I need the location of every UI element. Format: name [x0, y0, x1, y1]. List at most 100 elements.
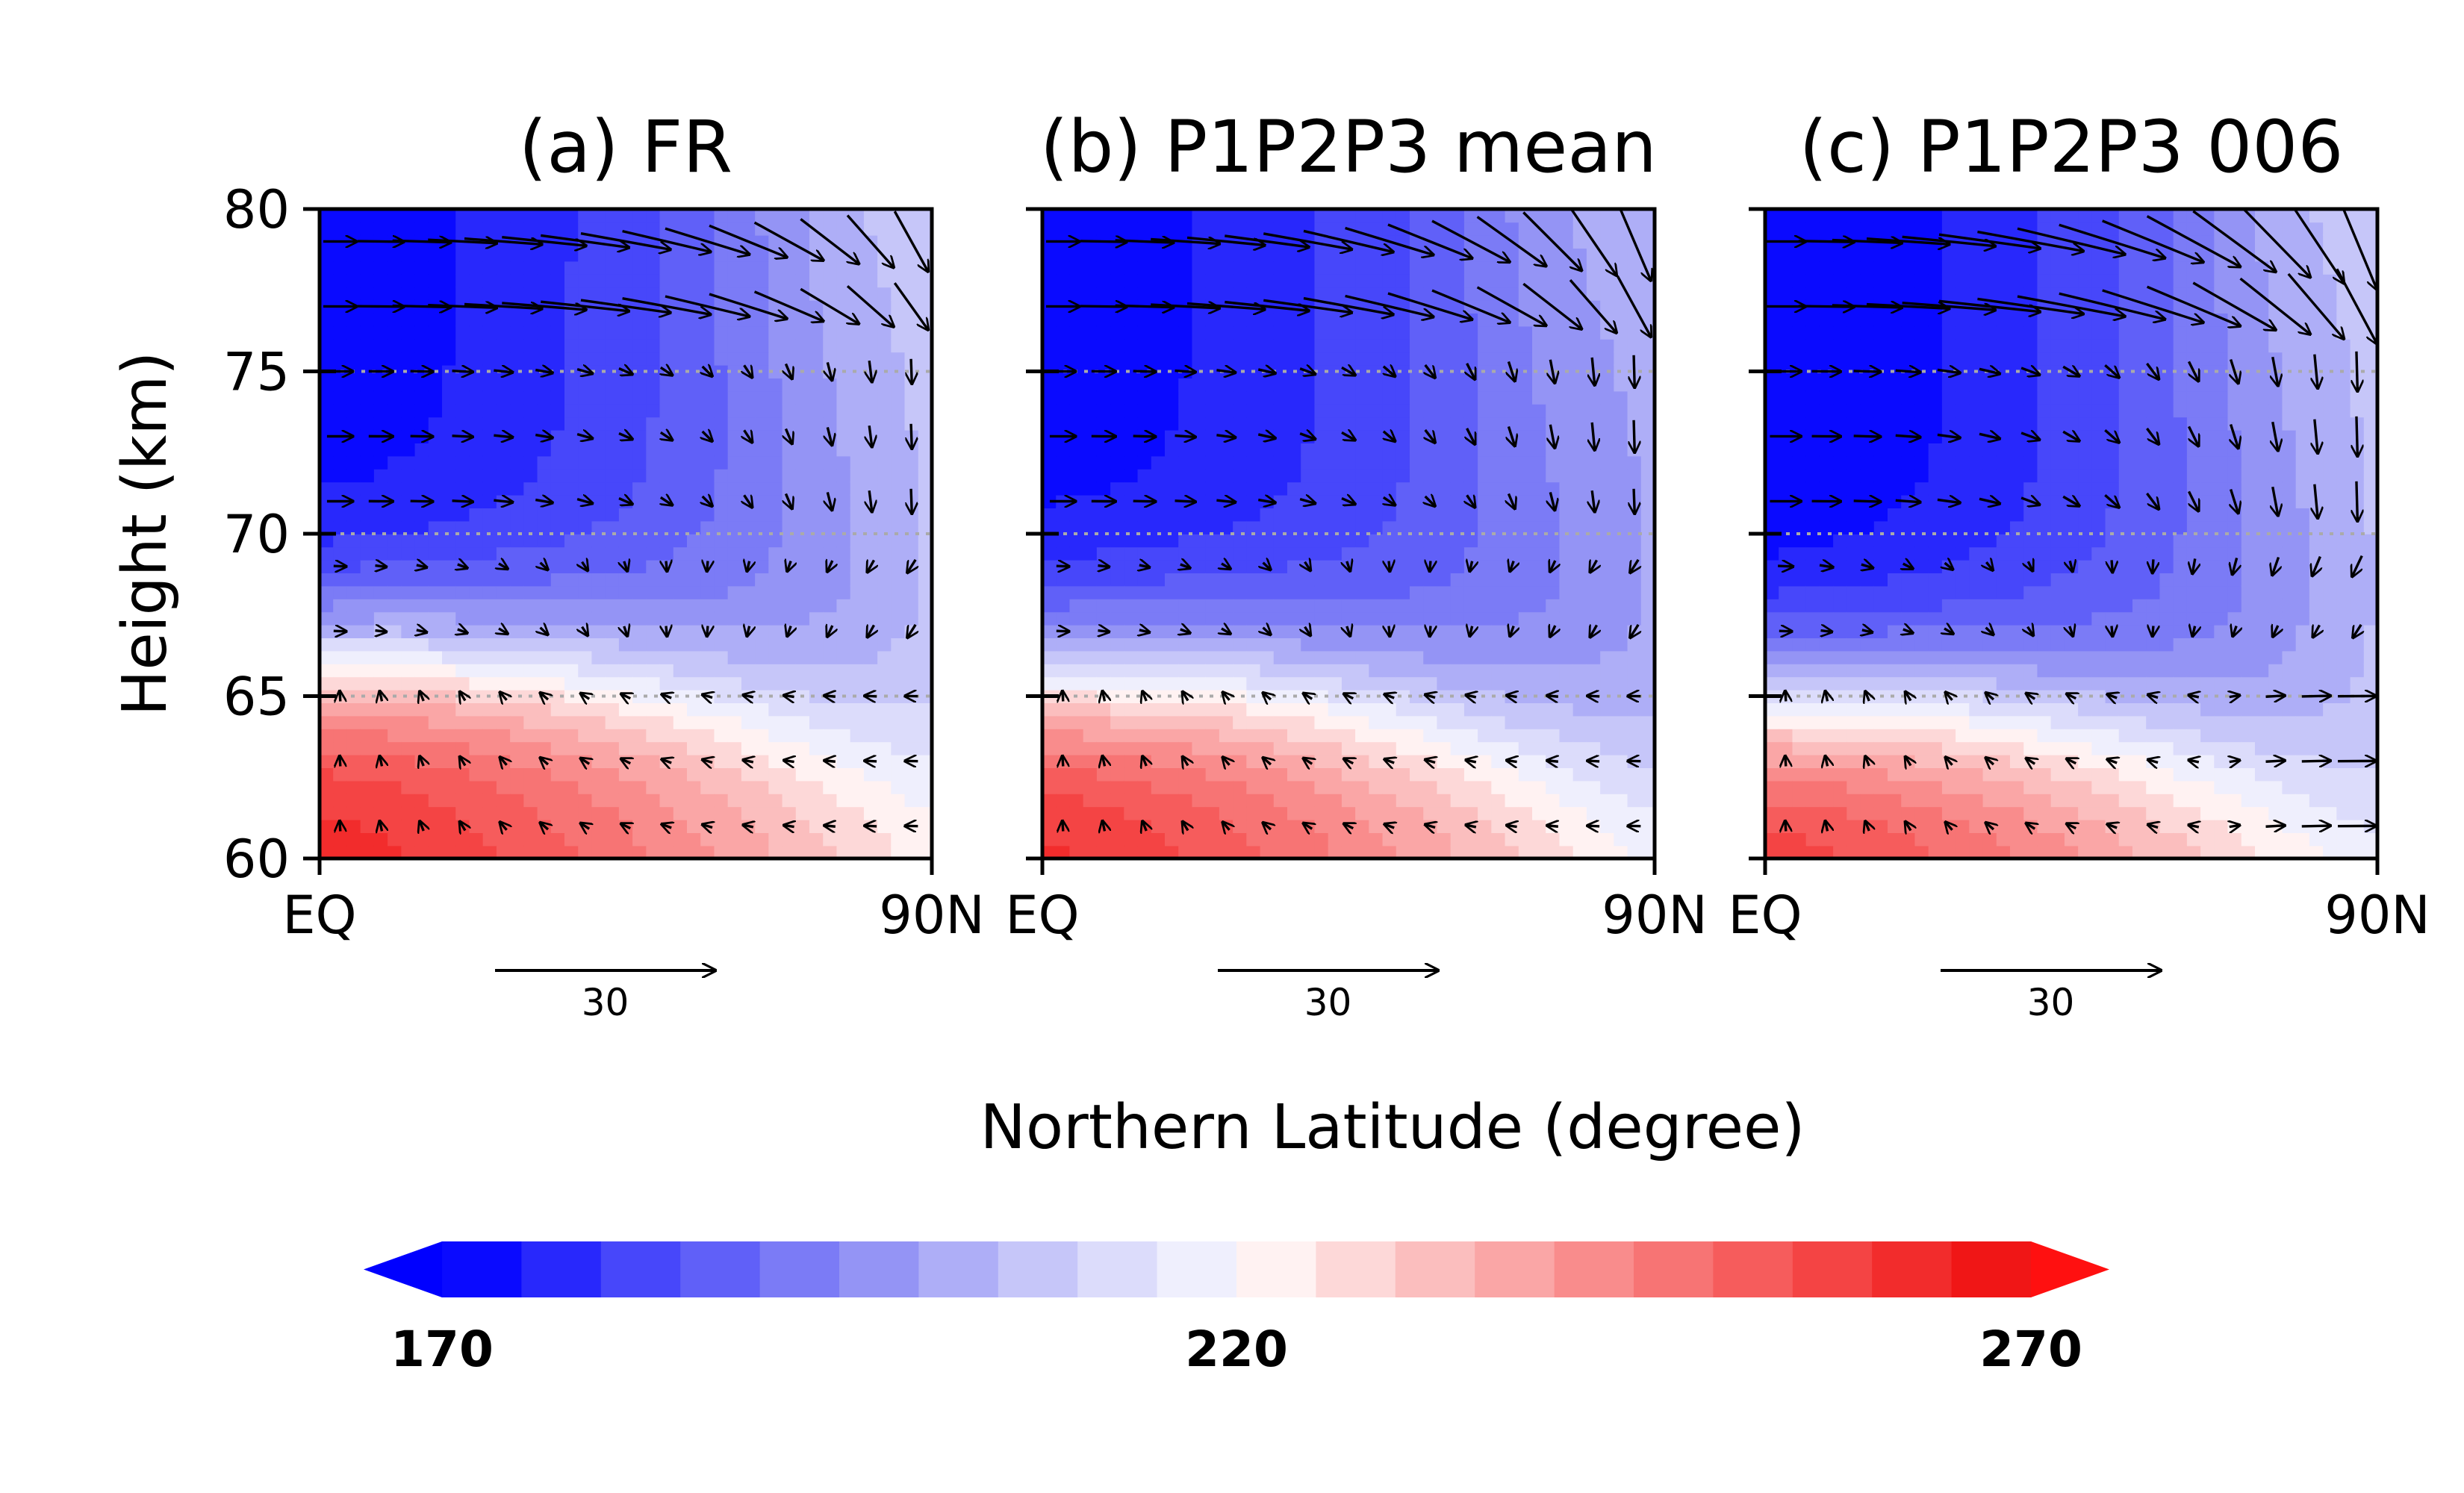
temperature-cell: [1042, 702, 1057, 717]
temperature-cell: [1341, 390, 1356, 405]
temperature-cell: [768, 638, 783, 652]
temperature-cell: [1273, 222, 1288, 236]
temperature-cell: [1260, 664, 1275, 678]
wind-vector: [1476, 216, 1546, 266]
temperature-cell: [646, 469, 661, 483]
temperature-cell: [1765, 611, 1780, 626]
temperature-cell: [1382, 339, 1397, 353]
temperature-cell: [401, 534, 416, 548]
temperature-cell: [1586, 481, 1601, 496]
temperature-cell: [1518, 299, 1533, 314]
temperature-cell: [1792, 390, 1807, 405]
temperature-cell: [1287, 599, 1302, 613]
temperature-cell: [1491, 378, 1506, 392]
temperature-cell: [1233, 599, 1248, 613]
temperature-cell: [1083, 650, 1098, 664]
temperature-cell: [1765, 702, 1780, 717]
temperature-cell: [1042, 676, 1057, 691]
wind-vector: [576, 370, 592, 374]
temperature-cell: [836, 754, 851, 768]
temperature-cell: [1532, 274, 1547, 288]
wind-vector: [417, 565, 427, 567]
temperature-cell: [714, 443, 729, 457]
temperature-cell: [373, 794, 388, 808]
temperature-cell: [1287, 534, 1302, 548]
temperature-cell: [1273, 546, 1288, 561]
temperature-cell: [863, 404, 878, 418]
temperature-cell: [1205, 754, 1220, 768]
temperature-cell: [482, 469, 497, 483]
temperature-cell: [1491, 845, 1506, 858]
wind-vector: [1466, 760, 1476, 762]
temperature-cell: [360, 248, 375, 262]
temperature-cell: [373, 664, 388, 678]
temperature-cell: [1219, 352, 1233, 366]
temperature-cell: [1396, 325, 1410, 340]
temperature-cell: [891, 481, 906, 496]
temperature-cell: [320, 729, 335, 743]
temperature-cell: [823, 664, 838, 678]
temperature-cell: [537, 352, 552, 366]
temperature-cell: [1779, 534, 1793, 548]
temperature-cell: [632, 209, 647, 223]
temperature-cell: [1096, 455, 1111, 470]
temperature-cell: [1205, 715, 1220, 729]
temperature-cell: [1069, 819, 1084, 833]
temperature-cell: [1396, 404, 1410, 418]
temperature-cell: [877, 729, 892, 743]
temperature-cell: [836, 261, 851, 275]
temperature-cell: [1069, 780, 1084, 794]
temperature-cell: [1233, 702, 1248, 717]
temperature-cell: [727, 390, 742, 405]
temperature-cell: [401, 741, 416, 755]
temperature-cell: [768, 780, 783, 794]
temperature-cell: [1042, 339, 1057, 353]
temperature-cell: [632, 780, 647, 794]
temperature-cell: [1518, 325, 1533, 340]
temperature-cell: [714, 806, 729, 820]
temperature-cell: [700, 481, 715, 496]
temperature-cell: [700, 534, 715, 548]
temperature-cell: [1341, 676, 1356, 691]
temperature-cell: [904, 573, 919, 587]
temperature-cell: [1246, 819, 1261, 833]
temperature-cell: [1369, 754, 1384, 768]
temperature-cell: [360, 702, 375, 717]
y-tick-label: 60: [223, 829, 290, 890]
temperature-cell: [605, 741, 620, 755]
temperature-cell: [618, 404, 633, 418]
temperature-cell: [388, 209, 402, 223]
temperature-cell: [646, 794, 661, 808]
temperature-cell: [632, 364, 647, 378]
temperature-cell: [904, 390, 919, 405]
temperature-cell: [1546, 222, 1561, 236]
wind-vector: [1102, 821, 1104, 832]
temperature-cell: [1369, 741, 1384, 755]
temperature-cell: [537, 287, 552, 301]
temperature-cell: [428, 806, 443, 820]
wind-vector: [1303, 823, 1312, 829]
temperature-cell: [836, 585, 851, 599]
temperature-cell: [1110, 585, 1125, 599]
wind-vector: [1299, 369, 1315, 374]
temperature-cell: [1056, 248, 1071, 262]
temperature-cell: [1328, 222, 1343, 236]
temperature-cell: [550, 638, 565, 652]
temperature-cell: [891, 325, 906, 340]
temperature-cell: [333, 508, 348, 522]
temperature-cell: [1478, 325, 1493, 340]
temperature-cell: [442, 741, 457, 755]
temperature-cell: [1463, 274, 1478, 288]
temperature-cell: [1410, 767, 1425, 782]
temperature-cell: [469, 248, 484, 262]
temperature-cell: [1124, 689, 1139, 703]
temperature-cell: [1614, 429, 1628, 443]
temperature-cell: [1083, 832, 1098, 847]
temperature-cell: [1572, 819, 1587, 833]
temperature-cell: [1260, 546, 1275, 561]
temperature-cell: [1779, 287, 1793, 301]
temperature-cell: [360, 429, 375, 443]
temperature-cell: [1260, 287, 1275, 301]
temperature-cell: [442, 404, 457, 418]
wind-vector: [1344, 823, 1354, 828]
